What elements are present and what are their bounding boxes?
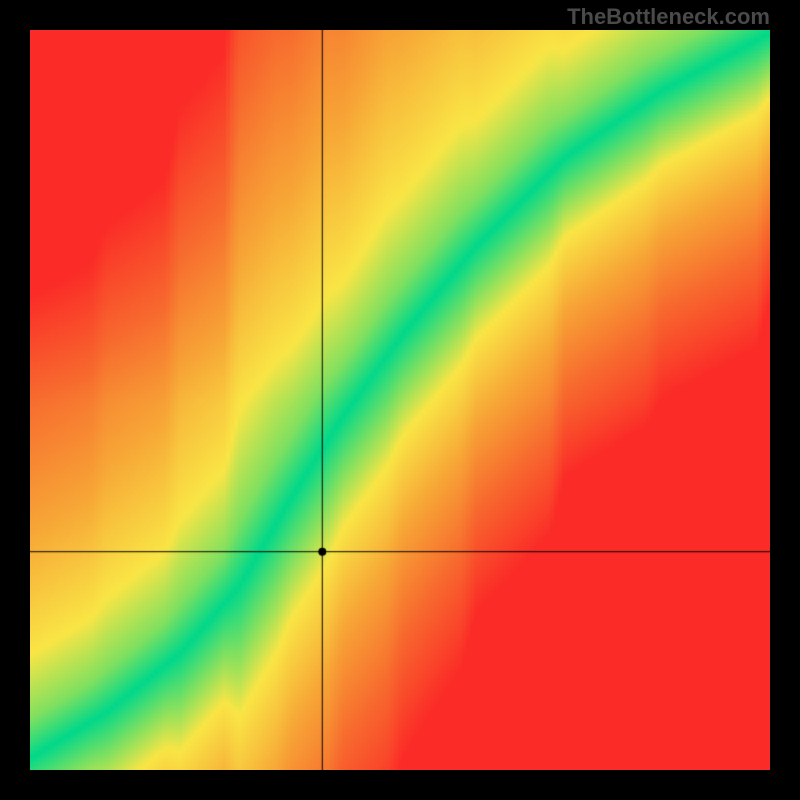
bottleneck-heatmap <box>30 30 770 770</box>
chart-container: TheBottleneck.com <box>0 0 800 800</box>
watermark-text: TheBottleneck.com <box>567 4 770 30</box>
